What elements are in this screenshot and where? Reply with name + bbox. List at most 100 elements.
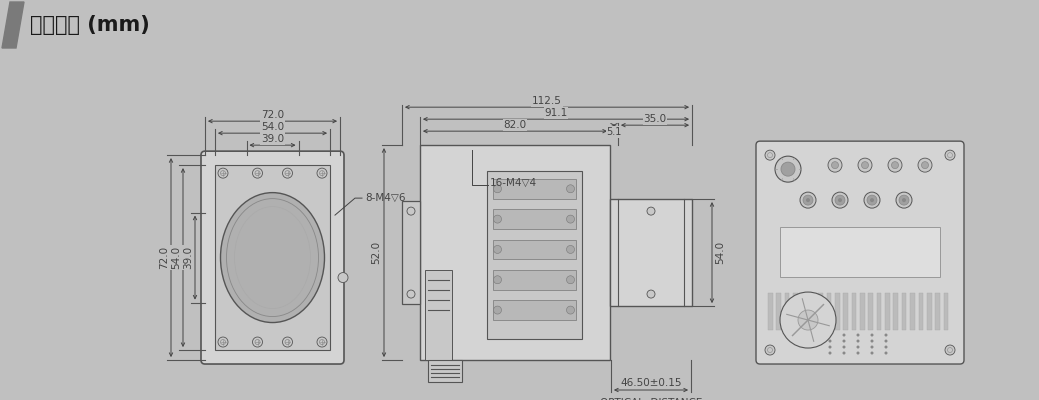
Circle shape <box>832 192 848 208</box>
Circle shape <box>884 334 887 336</box>
Bar <box>492 209 576 229</box>
Circle shape <box>252 168 263 178</box>
Bar <box>768 293 773 330</box>
Circle shape <box>781 162 795 176</box>
Circle shape <box>871 340 874 342</box>
Circle shape <box>494 215 502 223</box>
Bar <box>492 240 576 259</box>
Circle shape <box>494 276 502 284</box>
Circle shape <box>870 198 874 202</box>
Bar <box>776 293 781 330</box>
Circle shape <box>765 345 775 355</box>
Bar <box>935 293 940 330</box>
Circle shape <box>831 162 838 169</box>
Text: 39.0: 39.0 <box>183 246 193 269</box>
Circle shape <box>765 150 775 160</box>
Bar <box>793 293 798 330</box>
Circle shape <box>891 162 899 169</box>
Bar <box>809 293 815 330</box>
Circle shape <box>317 168 327 178</box>
Text: 16-M4▽4: 16-M4▽4 <box>490 178 537 188</box>
Circle shape <box>871 352 874 354</box>
Bar <box>492 300 576 320</box>
Text: 72.0: 72.0 <box>261 110 284 120</box>
Bar <box>827 293 831 330</box>
Bar <box>492 179 576 199</box>
Bar <box>894 293 898 330</box>
Circle shape <box>918 158 932 172</box>
Circle shape <box>798 310 818 330</box>
Bar <box>835 293 840 330</box>
Bar <box>425 270 452 360</box>
Text: 54.0: 54.0 <box>261 122 284 132</box>
Text: 82.0: 82.0 <box>504 120 527 130</box>
Bar <box>885 293 889 330</box>
Bar <box>860 293 864 330</box>
Text: 54.0: 54.0 <box>715 241 725 264</box>
Circle shape <box>896 192 912 208</box>
Circle shape <box>888 158 902 172</box>
Circle shape <box>407 290 415 298</box>
Circle shape <box>899 195 909 205</box>
Circle shape <box>861 162 869 169</box>
Bar <box>610 199 692 306</box>
Circle shape <box>828 340 831 342</box>
Bar <box>420 145 610 360</box>
Circle shape <box>945 345 955 355</box>
Circle shape <box>843 352 846 354</box>
Text: 8-M4▽6: 8-M4▽6 <box>365 193 405 203</box>
Circle shape <box>867 195 877 205</box>
Text: 39.0: 39.0 <box>261 134 284 144</box>
Circle shape <box>566 215 575 223</box>
Bar <box>844 293 848 330</box>
Text: 46.50±0.15: 46.50±0.15 <box>620 378 682 388</box>
Circle shape <box>494 246 502 254</box>
Circle shape <box>647 207 655 215</box>
FancyBboxPatch shape <box>756 141 964 364</box>
Circle shape <box>800 192 816 208</box>
Ellipse shape <box>220 193 324 322</box>
Bar <box>486 171 582 338</box>
Circle shape <box>828 158 842 172</box>
Text: 52.0: 52.0 <box>371 241 381 264</box>
Circle shape <box>806 198 810 202</box>
Circle shape <box>566 276 575 284</box>
Bar <box>869 293 873 330</box>
Circle shape <box>407 207 415 215</box>
Bar <box>910 293 914 330</box>
Circle shape <box>252 337 263 347</box>
Bar <box>402 201 420 304</box>
Circle shape <box>566 246 575 254</box>
Circle shape <box>803 195 812 205</box>
Circle shape <box>884 340 887 342</box>
Circle shape <box>647 290 655 298</box>
Bar <box>918 293 923 330</box>
Circle shape <box>828 352 831 354</box>
Circle shape <box>566 306 575 314</box>
Circle shape <box>856 352 859 354</box>
Bar <box>902 293 906 330</box>
Text: 72.0: 72.0 <box>159 246 169 269</box>
Text: 91.1: 91.1 <box>544 108 567 118</box>
Bar <box>492 270 576 290</box>
Bar <box>927 293 932 330</box>
Circle shape <box>835 195 845 205</box>
Bar <box>215 165 330 350</box>
Circle shape <box>494 185 502 193</box>
FancyBboxPatch shape <box>201 151 344 364</box>
Circle shape <box>317 337 327 347</box>
Bar <box>852 293 856 330</box>
Circle shape <box>864 192 880 208</box>
Circle shape <box>856 334 859 336</box>
Text: 54.0: 54.0 <box>171 246 181 269</box>
Text: 112.5: 112.5 <box>532 96 562 106</box>
Circle shape <box>858 158 872 172</box>
Polygon shape <box>2 2 24 48</box>
Bar <box>943 293 949 330</box>
Circle shape <box>218 337 228 347</box>
Circle shape <box>828 346 831 348</box>
Circle shape <box>902 198 906 202</box>
Circle shape <box>775 156 801 182</box>
Bar <box>780 227 940 277</box>
Circle shape <box>838 198 842 202</box>
